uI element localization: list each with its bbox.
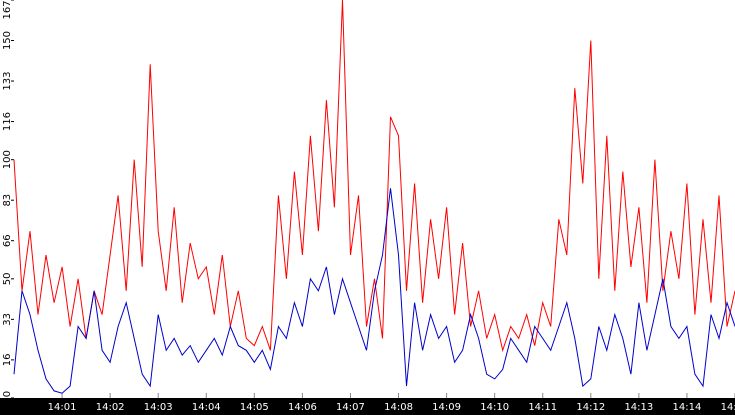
y-tick-label: 66 [2, 234, 13, 247]
x-tick-label: 14:06 [288, 402, 317, 413]
y-tick-label: 0 [2, 391, 13, 397]
x-tick-label: 14:14 [673, 402, 702, 413]
y-tick-label: 150 [2, 31, 13, 50]
y-tick-label: 50 [2, 272, 13, 285]
x-tick-label: 14:13 [624, 402, 653, 413]
x-tick-label: 14:02 [96, 402, 125, 413]
y-tick-label: 167 [2, 0, 13, 19]
series-line [13, 0, 735, 353]
x-tick-label: 14:07 [336, 402, 365, 413]
x-tick-label: 14:09 [432, 402, 461, 413]
series-line [13, 188, 735, 394]
x-tick-label: 14:11 [528, 402, 557, 413]
y-tick-label: 100 [2, 150, 13, 169]
x-tick-label: 14:01 [48, 402, 77, 413]
y-tick-label: 116 [2, 112, 13, 131]
x-tick-label: 14:10 [480, 402, 509, 413]
x-tick-label: 14:15 [721, 402, 735, 413]
x-tick-label: 14:03 [144, 402, 173, 413]
y-tick-label: 33 [2, 313, 13, 326]
x-tick-label: 14:04 [192, 402, 221, 413]
x-axis-band [0, 398, 735, 415]
x-tick-label: 14:05 [240, 402, 269, 413]
y-tick-label: 16 [2, 354, 13, 367]
y-tick-label: 133 [2, 71, 13, 90]
x-tick-label: 14:12 [576, 402, 605, 413]
y-tick-label: 83 [2, 194, 13, 207]
x-tick-label: 14:08 [384, 402, 413, 413]
